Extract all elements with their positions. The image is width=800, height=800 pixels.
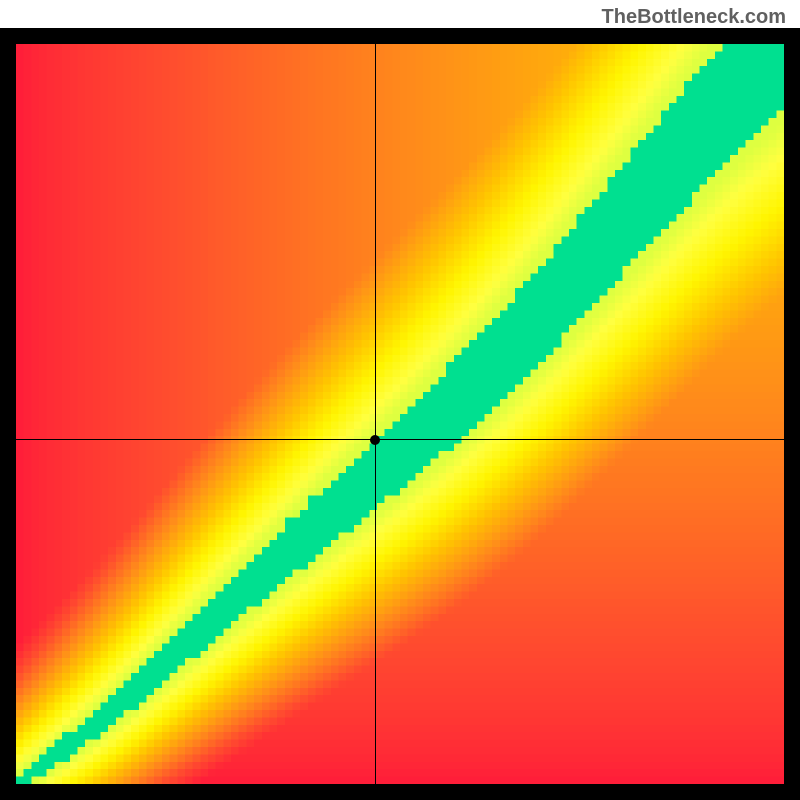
crosshair-horizontal — [16, 439, 784, 440]
chart-container: TheBottleneck.com — [0, 0, 800, 800]
watermark-text: TheBottleneck.com — [602, 6, 786, 29]
heatmap-area — [16, 44, 784, 784]
crosshair-vertical — [375, 44, 376, 784]
heatmap-canvas — [16, 44, 784, 784]
